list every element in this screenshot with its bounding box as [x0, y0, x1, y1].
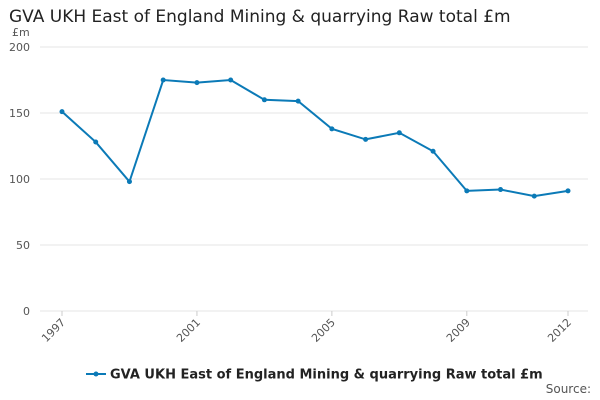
source-label: Source:: [545, 382, 591, 396]
series-layer: [59, 77, 571, 199]
chart-title: GVA UKH East of England Mining & quarryi…: [9, 7, 511, 27]
y-axis: £m 0 50 100 150 200: [9, 26, 30, 318]
data-point[interactable]: [363, 136, 369, 142]
x-tick-label: 2005: [309, 316, 338, 345]
y-tick-label: 200: [9, 41, 30, 54]
data-point[interactable]: [295, 98, 301, 104]
legend-label[interactable]: GVA UKH East of England Mining & quarryi…: [110, 368, 543, 383]
data-point[interactable]: [464, 188, 470, 194]
y-tick-label: 50: [16, 239, 30, 252]
data-point[interactable]: [565, 188, 571, 194]
data-point[interactable]: [59, 109, 65, 115]
x-tick-label: 2009: [444, 316, 473, 345]
y-tick-label: 100: [9, 173, 30, 186]
y-tick-label: 0: [23, 305, 30, 318]
x-tick-label: 2012: [545, 316, 574, 345]
data-point[interactable]: [261, 97, 267, 103]
grid-lines: [40, 46, 588, 312]
series-line[interactable]: [61, 78, 569, 198]
data-point[interactable]: [228, 77, 234, 83]
data-point[interactable]: [498, 187, 504, 193]
x-axis: 1997 2001 2005 2009 2012: [39, 311, 574, 345]
data-point[interactable]: [126, 179, 132, 185]
y-axis-unit-label: £m: [12, 26, 30, 39]
legend-marker-swatch: [93, 371, 99, 377]
data-point[interactable]: [430, 148, 436, 154]
legend[interactable]: GVA UKH East of England Mining & quarryi…: [86, 368, 543, 383]
data-point[interactable]: [531, 193, 537, 199]
data-point[interactable]: [396, 130, 402, 136]
y-tick-label: 150: [9, 107, 30, 120]
x-tick-label: 2001: [174, 316, 203, 345]
x-tick-label: 1997: [39, 316, 68, 345]
data-point[interactable]: [329, 126, 335, 132]
data-point[interactable]: [93, 139, 99, 145]
data-point[interactable]: [194, 80, 200, 86]
data-point[interactable]: [160, 77, 166, 83]
